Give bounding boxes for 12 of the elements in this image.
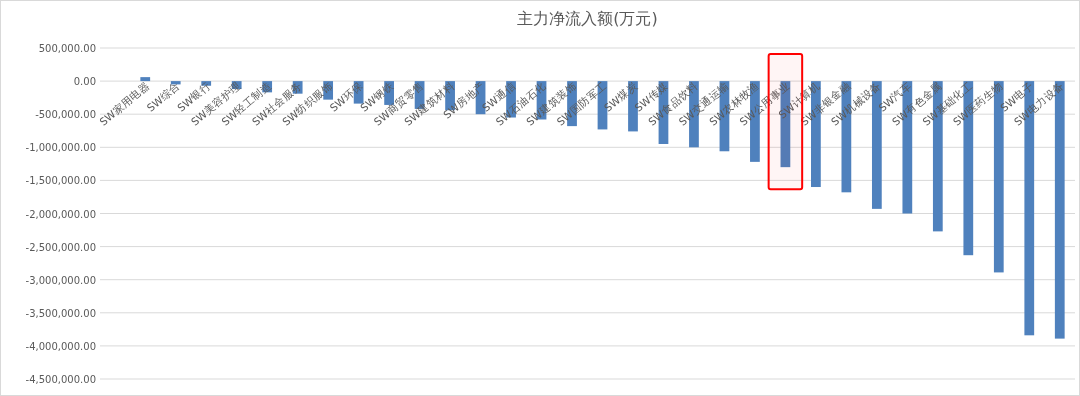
y-tick-label: -3,500,000.00 (25, 307, 96, 319)
chart-title: 主力净流入额(万元) (517, 9, 658, 28)
y-tick-label: -3,000,000.00 (25, 274, 96, 286)
y-tick-label: -4,500,000.00 (25, 374, 96, 385)
y-tick-label: -2,500,000.00 (25, 241, 96, 253)
y-tick-label: 500,000.00 (38, 43, 96, 54)
y-tick-label: -4,000,000.00 (25, 340, 96, 352)
y-tick-label: -2,000,000.00 (25, 208, 96, 220)
y-tick-label: -1,000,000.00 (25, 142, 96, 154)
y-tick-label: -500,000.00 (35, 109, 96, 121)
y-tick-label: 0.00 (73, 76, 96, 88)
y-tick-label: -1,500,000.00 (25, 175, 96, 187)
